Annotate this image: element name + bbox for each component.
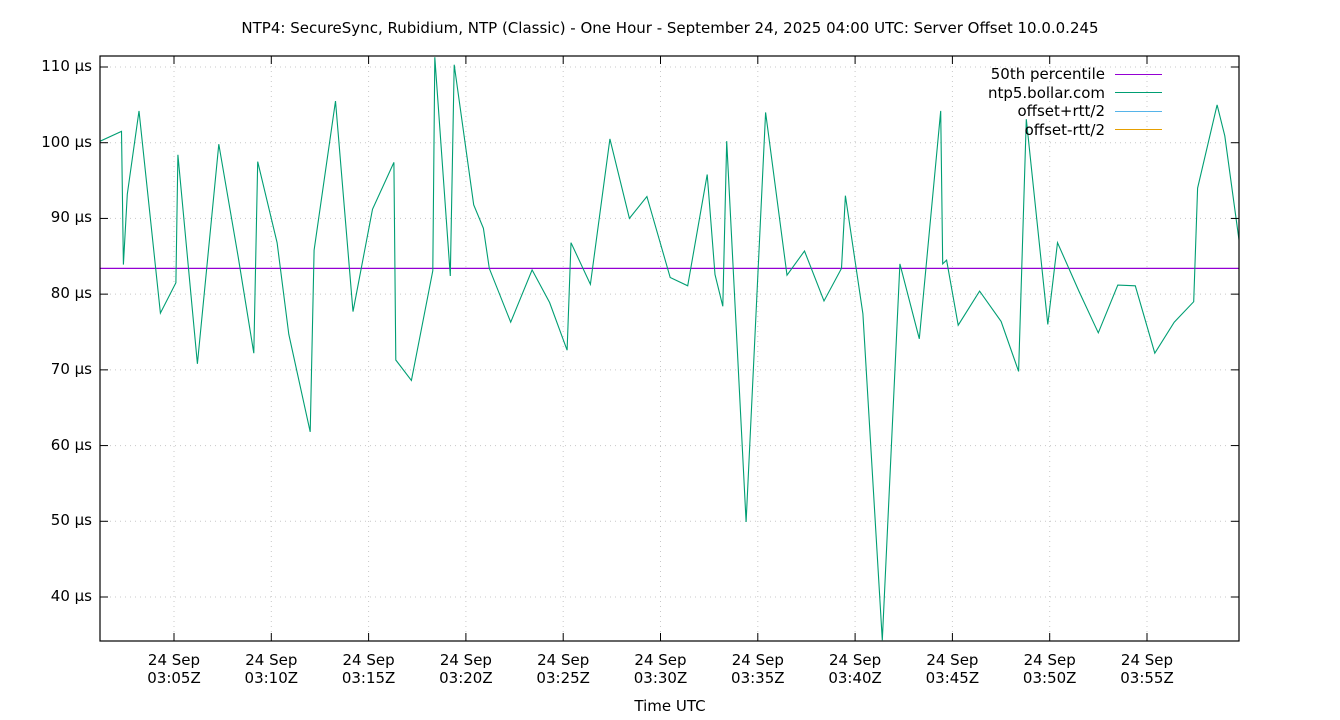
chart-title: NTP4: SecureSync, Rubidium, NTP (Classic… — [241, 19, 1099, 37]
x-tick-label: 24 Sep 03:35Z — [731, 651, 785, 687]
x-axis-title: Time UTC — [634, 697, 706, 715]
legend-swatch-line-icon — [1115, 73, 1162, 75]
y-tick-label: 40 µs — [50, 587, 92, 605]
series-line-ntp5-bollar-com — [100, 57, 1239, 641]
x-tick-label: 24 Sep 03:10Z — [244, 651, 299, 687]
legend-item-offset-plus-rtt: offset+rtt/2 — [988, 102, 1162, 121]
legend-label: 50th percentile — [990, 65, 1105, 84]
axis-ticks — [100, 56, 1239, 641]
legend-swatch-line-icon — [1115, 129, 1162, 131]
legend: 50th percentile ntp5.bollar.com offset+r… — [988, 65, 1162, 139]
x-tick-label: 24 Sep 03:55Z — [1120, 651, 1174, 687]
x-tick-label: 24 Sep 03:15Z — [341, 651, 396, 687]
legend-label: ntp5.bollar.com — [987, 83, 1105, 102]
x-tick-label: 24 Sep 03:30Z — [633, 651, 688, 687]
y-tick-label: 80 µs — [50, 284, 92, 303]
x-tick-label: 24 Sep 03:50Z — [1022, 651, 1077, 687]
legend-item-50th-percentile: 50th percentile — [988, 65, 1162, 84]
y-tick-label: 90 µs — [50, 208, 92, 227]
y-tick-label: 70 µs — [50, 359, 92, 378]
legend-swatch-line-icon — [1115, 110, 1162, 112]
plot-frame — [99, 55, 1240, 642]
x-tick-label: 24 Sep 03:45Z — [925, 651, 980, 687]
legend-label: offset-rtt/2 — [1024, 120, 1105, 139]
legend-swatch-line-icon — [1115, 92, 1162, 94]
x-tick-label: 24 Sep 03:05Z — [147, 651, 201, 687]
x-tick-label: 24 Sep 03:40Z — [828, 651, 882, 687]
x-tick-label: 24 Sep 03:25Z — [536, 651, 590, 687]
legend-item-ntp5-bollar-com: ntp5.bollar.com — [988, 84, 1162, 103]
y-tick-label: 110 µs — [41, 57, 92, 75]
y-tick-label: 50 µs — [50, 511, 92, 530]
series-lines — [100, 57, 1239, 641]
x-tick-label: 24 Sep 03:20Z — [439, 651, 493, 687]
legend-label: offset+rtt/2 — [1017, 102, 1105, 121]
legend-item-offset-minus-rtt: offset-rtt/2 — [988, 121, 1162, 140]
grid-lines — [100, 56, 1239, 641]
y-tick-label: 100 µs — [41, 132, 92, 151]
y-tick-label: 60 µs — [50, 435, 92, 454]
